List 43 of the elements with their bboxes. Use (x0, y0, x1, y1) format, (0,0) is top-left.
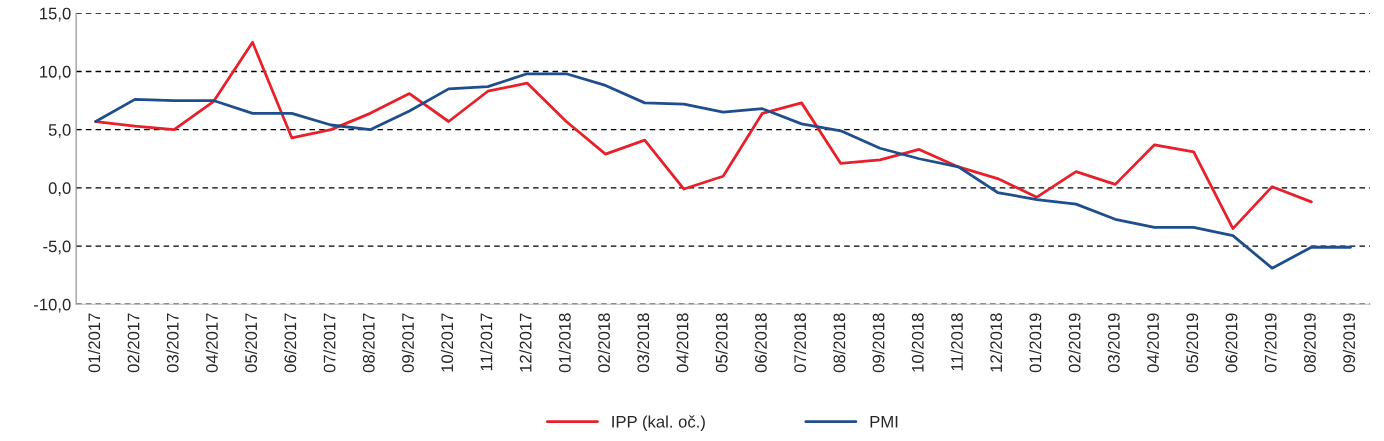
x-tick-label: 04/2018 (676, 313, 689, 373)
legend-label: PMI (870, 416, 898, 428)
y-tick-label: -10,0 (34, 298, 71, 313)
x-tick-label: 12/2017 (519, 313, 532, 372)
x-tick-label: 07/2017 (323, 313, 336, 373)
x-tick-label: 01/2019 (1029, 313, 1042, 373)
x-tick-label: 11/2018 (950, 313, 963, 371)
y-tick-label: 15,0 (40, 7, 71, 22)
x-tick-label: 01/2017 (87, 313, 101, 373)
line-series (94, 40, 1313, 230)
x-tick-label: 05/2019 (1185, 313, 1199, 373)
x-tick-label: 05/2017 (244, 313, 258, 373)
y-tick-label: 0,0 (48, 182, 71, 197)
y-tick-label: 10,0 (40, 65, 71, 80)
x-tick-label: 02/2017 (127, 313, 140, 373)
x-tick-label: 05/2018 (715, 313, 728, 373)
x-tick-label: 09/2017 (401, 313, 414, 373)
x-tick-label: 03/2018 (636, 313, 650, 373)
x-tick-label: 07/2019 (1264, 313, 1277, 373)
x-tick-label: 03/2017 (166, 313, 179, 373)
x-tick-label: 06/2017 (284, 313, 297, 373)
x-tick-label: 06/2018 (754, 313, 767, 373)
x-tick-label: 08/2017 (362, 313, 375, 373)
x-tick-label: 08/2019 (1303, 313, 1316, 373)
x-tick-label: 10/2017 (440, 313, 454, 372)
x-tick-label: 04/2017 (205, 313, 218, 373)
y-tick-label: 5,0 (48, 124, 71, 138)
line-series (94, 72, 1352, 270)
x-tick-label: 10/2018 (911, 313, 924, 372)
x-tick-label: 09/2018 (872, 313, 885, 373)
x-tick-label: 06/2019 (1225, 313, 1238, 373)
x-tick-label: 12/2018 (989, 313, 1003, 372)
x-tick-label: 03/2019 (1107, 313, 1120, 373)
x-tick-label: 09/2019 (1342, 313, 1356, 373)
x-tick-label: 04/2019 (1146, 313, 1159, 373)
y-tick-label: -5,0 (43, 240, 71, 255)
x-tick-label: 02/2019 (1068, 313, 1081, 373)
x-tick-label: 07/2018 (793, 313, 807, 373)
x-tick-label: 08/2018 (833, 313, 846, 373)
x-tick-label: 11/2017 (480, 313, 493, 371)
legend-label: IPP (kal. oč.) (612, 415, 705, 431)
x-tick-label: 01/2018 (558, 313, 571, 373)
x-tick-label: 02/2018 (597, 313, 610, 373)
